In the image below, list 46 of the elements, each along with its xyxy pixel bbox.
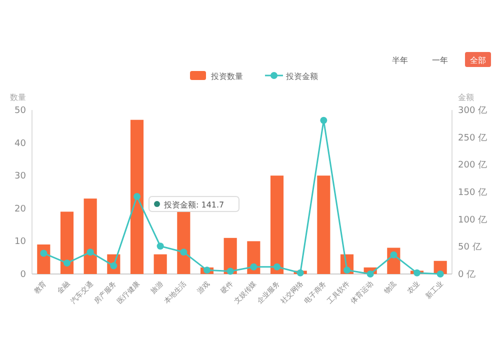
y2-tick-label: 50 亿 [458, 242, 482, 253]
y2-axis-title: 金额 [458, 93, 474, 102]
text: 半年 [392, 56, 408, 65]
y2-tick-label: 150 亿 [458, 187, 488, 198]
bar [154, 254, 167, 274]
point [156, 242, 164, 250]
point [274, 263, 280, 270]
y2-tick-label: 100 亿 [458, 214, 488, 226]
point [204, 266, 210, 274]
point [64, 260, 70, 267]
point [40, 250, 48, 257]
text: 一年 [432, 56, 448, 65]
bar [130, 120, 144, 274]
legend-label: 投资数量 [210, 72, 243, 81]
point [226, 268, 234, 275]
bar [270, 176, 284, 274]
point [436, 270, 444, 278]
bar [60, 212, 74, 274]
y2-tick-label: 250 亿 [458, 132, 488, 144]
y-tick-label: 30 [14, 172, 26, 182]
annotation: 投资金额: 141.7 [163, 200, 224, 210]
y-tick-label: 0 [20, 270, 26, 280]
point [250, 263, 258, 270]
bar [224, 238, 237, 274]
y-tick-label: 50 [14, 106, 26, 116]
point [344, 266, 350, 274]
text: 全部 [470, 56, 486, 65]
point [390, 251, 398, 258]
point [180, 248, 188, 256]
point [86, 248, 94, 256]
point [134, 193, 140, 200]
point [296, 269, 304, 276]
y2-tick-label: 300 亿 [458, 105, 488, 116]
bar [84, 198, 97, 274]
bar [317, 176, 330, 274]
y-tick-label: 10 [14, 237, 26, 248]
point [366, 270, 374, 278]
y2-tick-label: 200 亿 [458, 160, 488, 171]
bar [177, 212, 190, 274]
y-tick-label: 20 [14, 204, 26, 214]
y-axis-title: 数量 [10, 93, 26, 102]
y2-tick-label: 0 亿 [458, 269, 476, 280]
y-tick-label: 40 [14, 138, 26, 149]
point [414, 269, 420, 276]
legend-label: 投资金额 [285, 72, 318, 81]
point [320, 116, 328, 124]
